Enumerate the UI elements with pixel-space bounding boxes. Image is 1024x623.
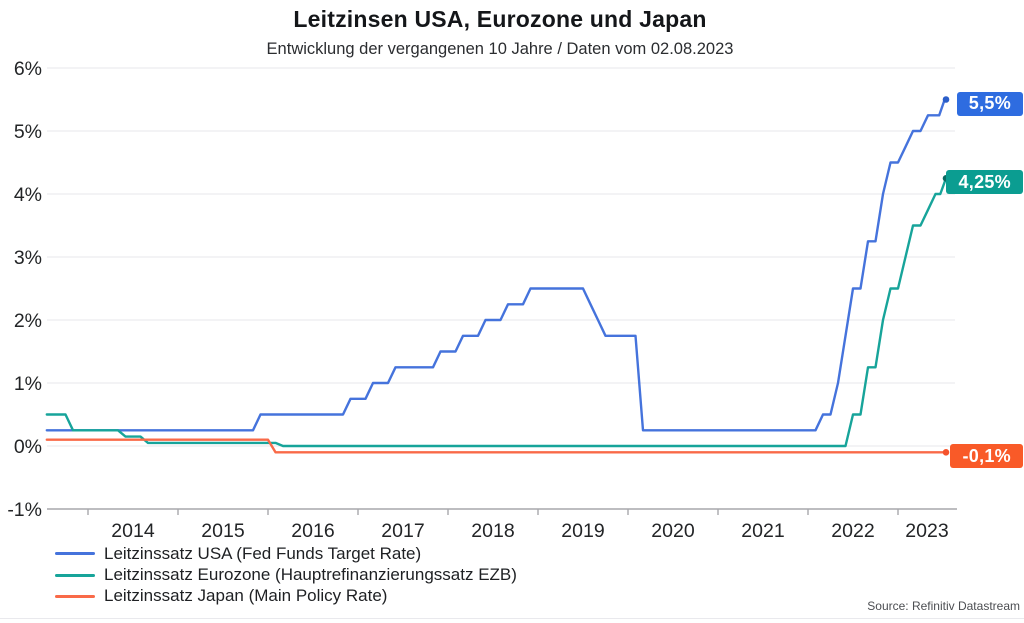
y-tick-label: 4% — [14, 184, 42, 206]
x-tick-label: 2016 — [291, 520, 334, 542]
eurozone-current-rate-badge: 4,25% — [946, 170, 1023, 195]
japan-current-rate-badge: -0,1% — [950, 444, 1023, 469]
x-tick-label: 2022 — [831, 520, 874, 542]
y-tick-label: 2% — [14, 310, 42, 332]
bottom-divider — [0, 618, 1024, 619]
y-tick-label: 3% — [14, 247, 42, 269]
legend: Leitzinssatz USA (Fed Funds Target Rate)… — [55, 543, 517, 607]
page-subtitle: Entwicklung der vergangenen 10 Jahre / D… — [266, 40, 734, 58]
japan-line — [45, 438, 948, 454]
japan-end-dot — [942, 449, 950, 456]
x-tick-label: 2014 — [111, 520, 155, 542]
y-tick-label: 1% — [14, 373, 42, 395]
usa-current-rate-badge: 5,5% — [956, 91, 1023, 116]
usa-line-swatch — [55, 552, 95, 556]
chart-header: Leitzinsen USA, Eurozone und Japan Entwi… — [0, 0, 1000, 59]
y-tick-label: 6% — [14, 58, 42, 80]
usa-end-dot — [942, 96, 950, 103]
legend-label-japan: Leitzinssatz Japan (Main Policy Rate) — [104, 586, 388, 606]
x-tick-label: 2019 — [561, 520, 604, 542]
legend-label-eurozone: Leitzinssatz Eurozone (Hauptrefinanzieru… — [104, 565, 517, 585]
legend-item-japan: Leitzinssatz Japan (Main Policy Rate) — [55, 586, 517, 607]
x-tick-label: 2023 — [905, 520, 948, 542]
x-tick-label: 2020 — [651, 520, 695, 542]
japan-line-swatch — [55, 594, 95, 598]
eurozone-line — [45, 177, 948, 448]
y-tick-label: -1% — [7, 499, 42, 521]
x-tick-label: 2021 — [741, 520, 784, 542]
x-tick-label: 2017 — [381, 520, 424, 542]
legend-item-eurozone: Leitzinssatz Eurozone (Hauptrefinanzieru… — [55, 564, 517, 585]
eurozone-line-swatch — [55, 573, 95, 577]
source-note: Source: Refinitiv Datastream — [867, 599, 1020, 613]
legend-label-usa: Leitzinssatz USA (Fed Funds Target Rate) — [104, 543, 422, 563]
y-tick-label: 5% — [14, 121, 42, 143]
page-title: Leitzinsen USA, Eurozone und Japan — [293, 6, 707, 32]
y-tick-label: 0% — [14, 436, 42, 458]
x-tick-label: 2018 — [471, 520, 514, 542]
x-tick-label: 2015 — [201, 520, 245, 542]
legend-item-usa: Leitzinssatz USA (Fed Funds Target Rate) — [55, 543, 517, 564]
usa-line — [45, 98, 948, 432]
